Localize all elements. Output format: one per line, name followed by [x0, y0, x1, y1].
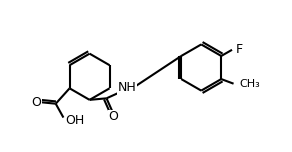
Text: OH: OH: [66, 114, 85, 127]
Text: F: F: [236, 43, 243, 55]
Text: O: O: [109, 110, 118, 123]
Text: CH₃: CH₃: [240, 79, 260, 89]
Text: NH: NH: [118, 81, 137, 94]
Text: O: O: [32, 96, 41, 109]
